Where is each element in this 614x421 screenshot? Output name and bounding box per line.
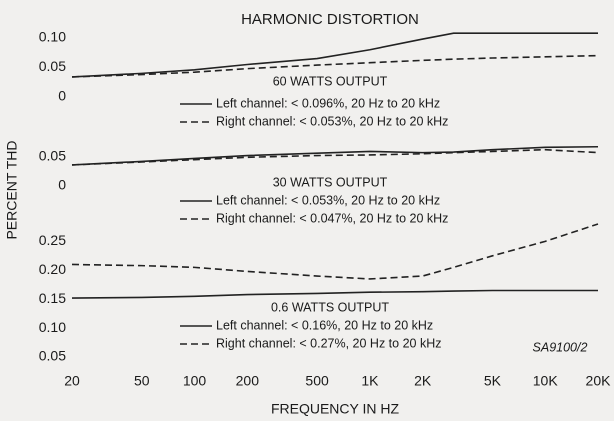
- x-tick-label: 50: [134, 373, 150, 389]
- line: [71, 289, 598, 299]
- x-tick-label: 10K: [533, 373, 559, 389]
- y-tick-label: 0.25: [39, 232, 66, 248]
- y-tick-label: 0.05: [39, 58, 66, 74]
- line: [71, 223, 599, 280]
- panel-subtitle: 30 WATTS OUTPUT: [273, 175, 388, 189]
- x-tick-label: 200: [236, 373, 260, 389]
- legend-label: Right channel: < 0.27%, 20 Hz to 20 kHz: [216, 336, 441, 350]
- x-tick-label: 500: [305, 373, 329, 389]
- line: [71, 145, 599, 166]
- line: [71, 148, 599, 166]
- y-tick-label: 0.20: [39, 261, 66, 277]
- note: SA9100/2: [533, 340, 588, 354]
- legend-label: Right channel: < 0.047%, 20 Hz to 20 kHz: [216, 211, 448, 225]
- y-tick-label: 0.10: [39, 319, 66, 335]
- line: [71, 32, 598, 78]
- y-tick-label: 0.10: [39, 29, 66, 45]
- y-tick-label: 0: [58, 177, 66, 193]
- line: [71, 54, 599, 78]
- panel-subtitle: 0.6 WATTS OUTPUT: [271, 300, 389, 314]
- y-tick-label: 0.05: [39, 147, 66, 163]
- x-tick-label: 100: [183, 373, 207, 389]
- legend-label: Left channel: < 0.16%, 20 Hz to 20 kHz: [216, 318, 433, 332]
- y-tick-label: 0.15: [39, 290, 66, 306]
- chart-title: HARMONIC DISTORTION: [241, 11, 419, 28]
- y-axis-label: PERCENT THD: [4, 140, 20, 239]
- x-tick-label: 20K: [586, 373, 612, 389]
- y-tick-label: 0.05: [39, 348, 66, 364]
- panel-subtitle: 60 WATTS OUTPUT: [273, 74, 388, 88]
- y-tick-label: 0: [58, 88, 66, 104]
- x-axis-label: FREQUENCY IN HZ: [271, 401, 400, 417]
- x-tick-label: 1K: [361, 373, 379, 389]
- legend-label: Right channel: < 0.053%, 20 Hz to 20 kHz: [216, 114, 448, 128]
- legend-label: Left channel: < 0.053%, 20 Hz to 20 kHz: [216, 193, 440, 207]
- x-tick-label: 2K: [414, 373, 432, 389]
- legend-label: Left channel: < 0.096%, 20 Hz to 20 kHz: [216, 96, 440, 110]
- x-tick-label: 20: [64, 373, 80, 389]
- x-tick-label: 5K: [484, 373, 502, 389]
